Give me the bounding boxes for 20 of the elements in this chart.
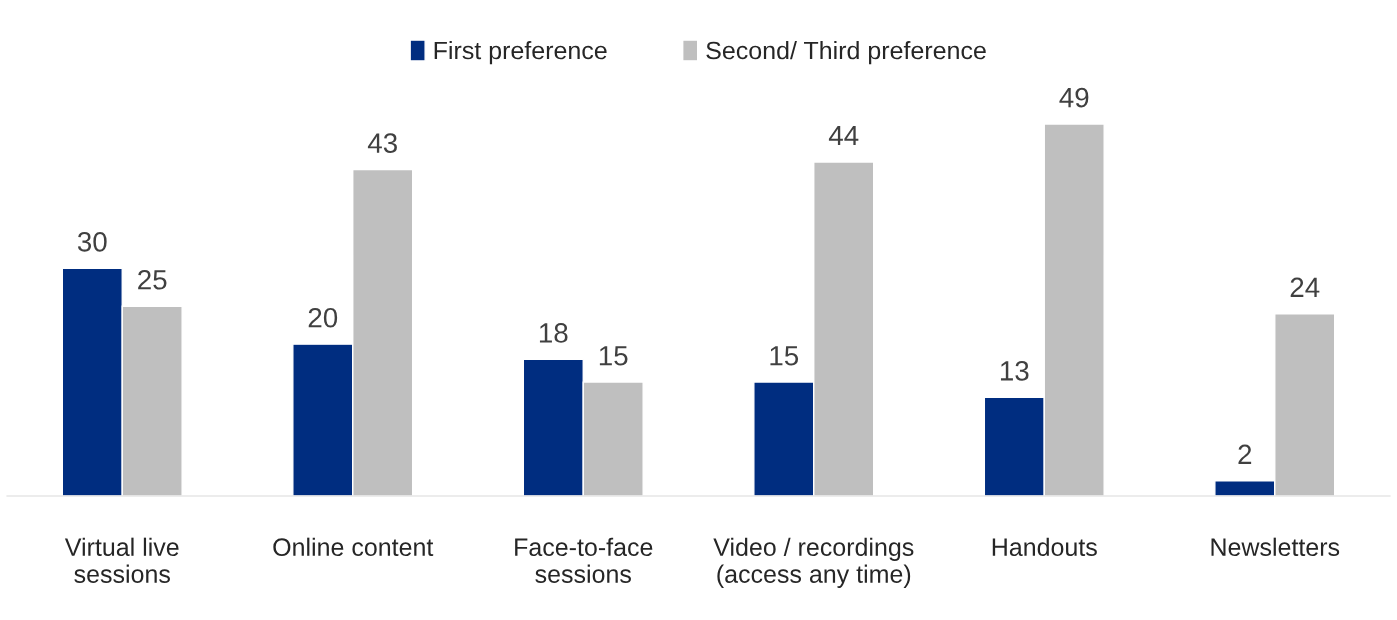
- data-label: 49: [1059, 87, 1089, 108]
- data-label: 43: [367, 133, 397, 153]
- data-label: 2: [1238, 444, 1252, 464]
- legend-label: Second/ Third preference: [706, 41, 986, 65]
- data-label: 15: [599, 346, 628, 366]
- data-label: 13: [1000, 361, 1029, 381]
- x-tick-label: Handouts: [992, 537, 1097, 557]
- data-label: 20: [308, 307, 338, 328]
- data-label: 44: [828, 125, 859, 146]
- legend-label: First preference: [434, 41, 607, 65]
- x-tick-label: Online content: [273, 537, 434, 557]
- x-tick-label: Video / recordings (access any time): [713, 537, 914, 588]
- x-tick-label: Face-to-face sessions: [515, 537, 653, 583]
- data-label: 24: [1290, 277, 1320, 297]
- data-label: 30: [77, 231, 107, 252]
- data-label: 15: [770, 346, 799, 366]
- data-label: 25: [138, 269, 167, 290]
- data-label: 18: [539, 323, 568, 343]
- x-tick-label: Newsletters: [1211, 537, 1340, 557]
- x-tick-label: Virtual live sessions: [64, 537, 179, 583]
